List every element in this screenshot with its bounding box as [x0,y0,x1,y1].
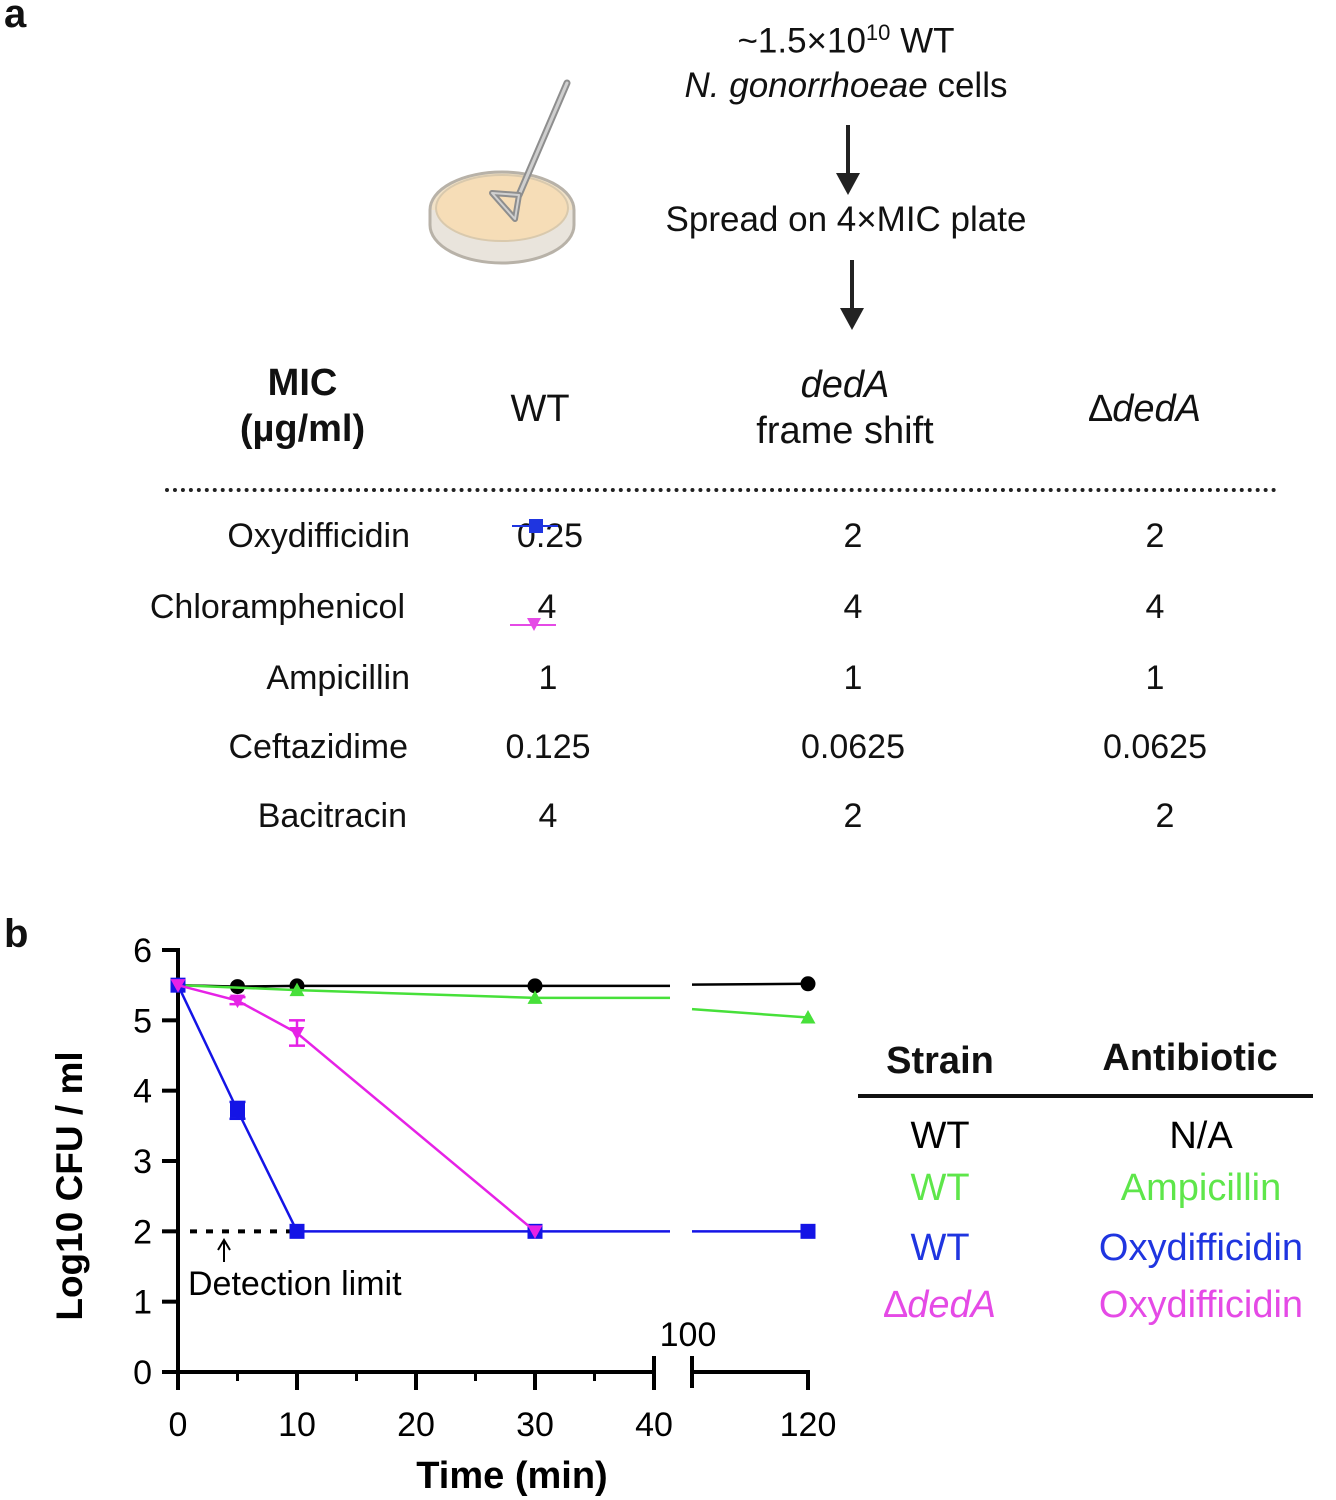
cell-count-text: ~1.5×1010 WT [737,20,955,61]
data-point-triangle-down [230,994,245,1009]
legend-strain: WT [910,1115,970,1157]
x-tick-label: 20 [397,1406,435,1444]
chart-axes: 0 1 2 3 4 5 6 0 10 20 30 40 120 [133,932,836,1444]
y-tick-label: 2 [133,1213,152,1251]
y-tick-label: 1 [133,1284,152,1322]
y-tick-label: 3 [133,1143,152,1181]
frameshift-mic-value: 2 [843,517,863,555]
y-tick-label: 6 [133,932,152,970]
x-tick-label: 120 [780,1406,837,1444]
data-point-triangle-down [289,1026,305,1041]
series-3 [170,979,543,1239]
legend-antibiotic-header: Antibiotic [1102,1037,1278,1079]
y-tick-label: 0 [133,1354,152,1392]
frameshift-mic-value: 0.0625 [801,728,905,766]
x-tick-label: 0 [169,1406,188,1444]
mic-table-row: Chloramphenicol 4 4 4 [0,588,1336,628]
series-1 [170,977,816,1024]
row-antibiotic-label: Ampicillin [266,659,410,697]
data-point-square [289,1223,305,1239]
x-axis-label: Time (min) [416,1455,607,1497]
delta-deda-column-header: ∆dedA [1089,388,1201,430]
y-tick-label: 4 [133,1073,152,1111]
data-point-triangle-up [800,1010,816,1024]
data-point-circle [800,976,816,992]
mic-table-row: Oxydifficidin 0.25 2 2 [0,517,1336,557]
wt-mic-value: 4 [537,588,557,626]
delta-mic-value: 2 [1145,517,1165,555]
row-antibiotic-label: Ceftazidime [228,728,408,766]
x-tick-label: 40 [635,1406,673,1444]
spread-text: Spread on 4×MIC plate [665,200,1027,239]
legend-divider [858,1094,1313,1098]
legend-antibiotic: Oxydifficidin [1098,1284,1304,1326]
y-tick-label: 5 [133,1002,152,1040]
data-point-triangle-down [170,979,186,993]
frameshift-mic-value: 1 [843,659,863,697]
wt-column-header: WT [510,388,570,430]
series-line [176,984,535,1233]
series-0 [170,976,816,995]
stray-marker-overlay [510,519,558,631]
species-text: N. gonorrhoeae cells [684,66,1008,105]
data-point-square [230,1102,245,1118]
row-antibiotic-label: Oxydifficidin [227,517,410,555]
x-break-label: 100 [660,1316,717,1354]
x-tick-label: 30 [516,1406,554,1444]
data-point-circle [527,978,543,994]
mic-table-row: Bacitracin 4 2 2 [0,797,1336,837]
delta-mic-value: 2 [1155,797,1175,835]
frameshift-column-header: dedA frame shift [756,364,934,452]
row-antibiotic-label: Bacitracin [257,797,407,835]
mic-header: MIC (µg/ml) [239,362,366,450]
arrow-down-icon [840,260,864,330]
data-point-triangle-down [527,1225,543,1239]
wt-mic-value: 1 [538,659,558,697]
wt-mic-value: 4 [538,797,558,835]
legend-strain: WT [910,1227,970,1269]
data-point-triangle-up [289,982,305,997]
frameshift-mic-value: 2 [843,797,863,835]
legend-strain-header: Strain [886,1040,994,1082]
data-point-triangle-up [527,990,543,1004]
detection-limit-arrow-icon [217,1238,231,1262]
series-line-stub [691,1007,809,1019]
mic-table-row: Ceftazidime 0.125 0.0625 0.0625 [0,728,1336,768]
x-tick-label: 10 [278,1406,316,1444]
legend-strain: ∆dedA [884,1284,996,1326]
delta-mic-value: 1 [1145,659,1165,697]
legend-antibiotic: Oxydifficidin [1098,1227,1304,1269]
panel-b-label: b [4,912,29,956]
wt-mic-value: 0.25 [516,517,584,555]
petri-dish-illustration [428,79,576,265]
time-kill-chart: 0 1 2 3 4 5 6 0 10 20 30 40 120 Log10 CFU / ml Time … [49,932,836,1497]
triangle-down-marker-icon [527,618,541,631]
row-antibiotic-label: Chloramphenicol [149,588,405,626]
square-marker-icon [529,519,543,533]
series-2 [170,977,816,1239]
legend-antibiotic: N/A [1169,1115,1233,1157]
legend-strain: WT [910,1167,970,1209]
series-line-stub [691,982,809,986]
table-divider [165,488,1277,492]
delta-mic-value: 4 [1145,588,1165,626]
delta-mic-value: 0.0625 [1103,728,1207,766]
arrow-down-icon [836,125,860,195]
detection-limit-annotation: Detection limit [188,1265,402,1303]
series-line [177,983,536,1233]
chart-series [170,976,816,1239]
legend-antibiotic: Ampicillin [1120,1167,1282,1209]
frameshift-mic-value: 4 [843,588,863,626]
wt-mic-value: 0.125 [505,728,591,766]
panel-a-label: a [4,0,27,36]
y-axis-label: Log10 CFU / ml [49,1051,90,1320]
mic-table-row: Ampicillin 1 1 1 [0,659,1336,699]
data-point-square [800,1223,816,1239]
